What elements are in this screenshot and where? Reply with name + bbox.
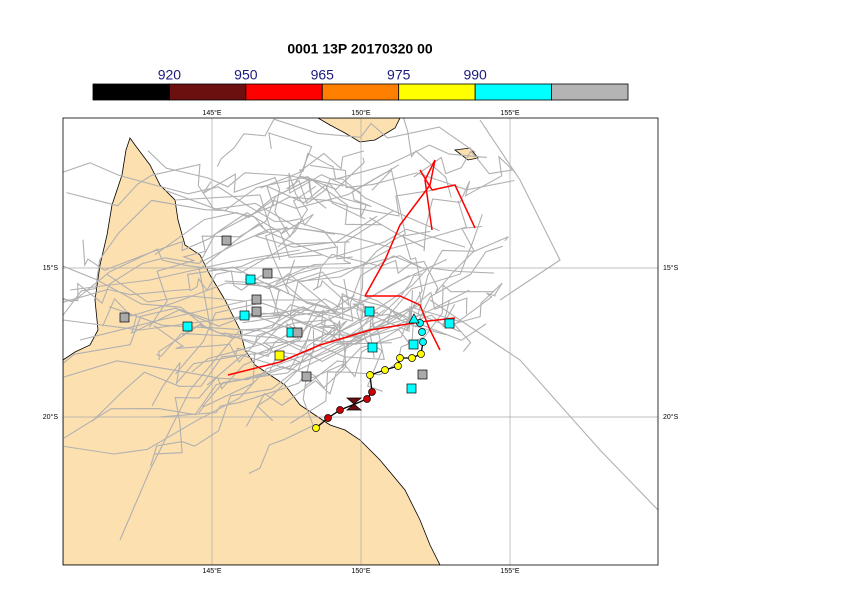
lat-label: 15°S xyxy=(43,264,59,272)
ensemble-track xyxy=(147,150,344,188)
ensemble-track xyxy=(82,212,323,271)
ensemble-track xyxy=(265,183,366,220)
ensemble-track xyxy=(413,150,513,178)
lon-label: 150°E xyxy=(351,567,370,575)
ensemble-track xyxy=(198,200,468,414)
ensemble-track xyxy=(369,155,516,252)
lon-label: 150°E xyxy=(351,109,370,117)
ensemble-track xyxy=(248,322,385,474)
land xyxy=(317,118,401,143)
ensemble-track xyxy=(63,162,301,223)
ensemble-track xyxy=(244,266,350,307)
ensemble-track xyxy=(275,272,422,321)
ensemble-track xyxy=(453,292,496,352)
ensemble-track xyxy=(165,189,466,259)
ensemble-tracks xyxy=(63,118,658,541)
ensemble-track xyxy=(119,329,241,541)
ensemble-track xyxy=(264,185,317,294)
ensemble-track xyxy=(242,313,447,380)
ensemble-track xyxy=(442,282,503,328)
colorbar: 920 950 965 975 990 xyxy=(92,67,629,101)
ensemble-track xyxy=(63,227,392,304)
ensemble-track xyxy=(403,118,452,198)
ensemble-track xyxy=(63,246,353,303)
lon-label: 145°E xyxy=(202,567,221,575)
map-frame xyxy=(62,117,659,566)
colorbar-segment xyxy=(245,83,323,101)
ensemble-track xyxy=(429,299,658,511)
colorbar-label: 920 xyxy=(158,67,182,83)
ensemble-track xyxy=(304,225,483,387)
ensemble-track xyxy=(153,317,338,363)
lat-label: 20°S xyxy=(43,413,59,421)
forecast-positions xyxy=(119,235,455,394)
lon-label: 155°E xyxy=(500,567,519,575)
colorbar-segment xyxy=(321,83,400,101)
colorbar-segment xyxy=(169,83,247,101)
ensemble-track xyxy=(276,236,509,294)
ensemble-track xyxy=(63,329,315,455)
ensemble-track xyxy=(242,210,394,324)
ensemble-track xyxy=(91,331,333,422)
ensemble-track xyxy=(63,176,309,316)
ensemble-track xyxy=(189,255,421,292)
track-points xyxy=(312,313,427,432)
ensemble-track xyxy=(268,132,440,232)
ensemble-track xyxy=(191,298,346,373)
ensemble-track xyxy=(148,157,365,328)
ensemble-track xyxy=(216,118,476,167)
ensemble-track xyxy=(102,271,402,327)
ensemble-track xyxy=(224,280,456,327)
ensemble-track xyxy=(158,295,355,361)
ensemble-track xyxy=(130,290,413,343)
ensemble-track xyxy=(299,150,365,173)
ensemble-track xyxy=(277,172,367,248)
title: 0001 13P 20170320 00 xyxy=(287,41,433,57)
land xyxy=(63,137,441,565)
lon-label: 155°E xyxy=(500,109,519,117)
ensemble-track xyxy=(106,274,422,339)
ensemble-track xyxy=(79,299,320,341)
colorbar-segment xyxy=(551,83,629,101)
ensemble-track xyxy=(150,267,494,467)
ensemble-track xyxy=(63,258,447,364)
colorbar-segment xyxy=(474,83,552,101)
red-tracks xyxy=(227,159,476,376)
ensemble-track xyxy=(202,173,337,247)
land xyxy=(453,147,479,161)
colorbar-label: 975 xyxy=(387,67,411,83)
colorbar-label: 965 xyxy=(311,67,335,83)
ensemble-track xyxy=(479,119,561,301)
colorbar-segment xyxy=(398,83,476,101)
ensemble-track xyxy=(206,245,504,386)
colorbar-label: 950 xyxy=(234,67,258,83)
ensemble-track xyxy=(260,144,487,189)
colorbar-label: 990 xyxy=(463,67,487,83)
lon-label: 145°E xyxy=(202,109,221,117)
lat-label: 15°S xyxy=(663,264,679,272)
colorbar-segment xyxy=(92,83,170,101)
lat-label: 20°S xyxy=(663,413,679,421)
ensemble-track xyxy=(175,275,410,375)
ensemble-track xyxy=(285,259,375,321)
ensemble-track xyxy=(174,194,281,261)
ensemble-track xyxy=(208,266,379,343)
ensemble-track xyxy=(63,241,350,303)
ensemble-track xyxy=(245,230,431,427)
ensemble-track xyxy=(69,249,301,291)
axis-labels: 145°E 150°E 155°E 145°E 150°E 155°E 15°S… xyxy=(43,109,679,575)
map-area xyxy=(63,118,658,565)
